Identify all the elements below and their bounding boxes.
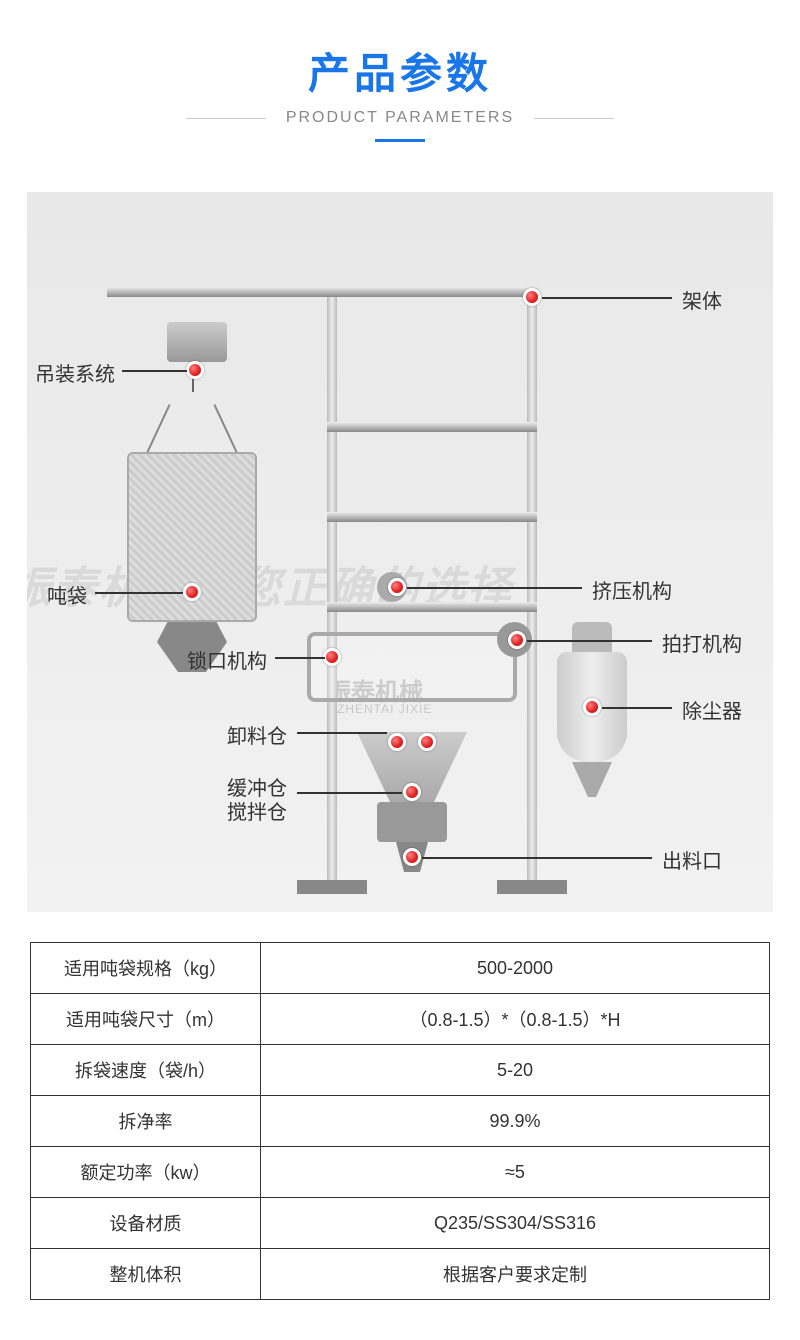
table-row: 拆净率 99.9% bbox=[31, 1096, 770, 1147]
table-row: 适用吨袋尺寸（m） （0.8-1.5）*（0.8-1.5）*H bbox=[31, 994, 770, 1045]
line-dust bbox=[602, 707, 672, 709]
frame-top-beam bbox=[107, 287, 537, 297]
spec-label: 设备材质 bbox=[31, 1198, 261, 1249]
spec-value: 根据客户要求定制 bbox=[261, 1249, 770, 1300]
marker-discharge bbox=[388, 733, 406, 751]
spec-label: 拆净率 bbox=[31, 1096, 261, 1147]
marker-bag bbox=[183, 583, 201, 601]
marker-frame bbox=[523, 288, 541, 306]
line-frame bbox=[542, 297, 672, 299]
label-outlet: 出料口 bbox=[662, 845, 722, 874]
line-lock bbox=[275, 657, 325, 659]
line-hoist bbox=[122, 370, 187, 372]
marker-dust bbox=[583, 698, 601, 716]
label-mix-bin: 搅拌仓 bbox=[227, 796, 287, 825]
hoist-unit bbox=[167, 322, 227, 362]
spec-value: 99.9% bbox=[261, 1096, 770, 1147]
marker-hoist bbox=[186, 361, 204, 379]
header: 产品参数 PRODUCT PARAMETERS bbox=[0, 0, 800, 162]
platform-frame bbox=[307, 632, 517, 702]
spec-table: 适用吨袋规格（kg） 500-2000 适用吨袋尺寸（m） （0.8-1.5）*… bbox=[30, 942, 770, 1300]
label-ton-bag: 吨袋 bbox=[47, 580, 87, 609]
label-frame-body: 架体 bbox=[682, 285, 722, 314]
line-buffer bbox=[297, 792, 402, 794]
marker-lock bbox=[323, 648, 341, 666]
spec-label: 拆袋速度（袋/h） bbox=[31, 1045, 261, 1096]
frame-cross-3 bbox=[327, 602, 537, 612]
marker-outlet bbox=[403, 848, 421, 866]
label-discharge-bin: 卸料仓 bbox=[227, 720, 287, 749]
spec-value: （0.8-1.5）*（0.8-1.5）*H bbox=[261, 994, 770, 1045]
label-beat-mech: 拍打机构 bbox=[662, 628, 742, 657]
spec-label: 整机体积 bbox=[31, 1249, 261, 1300]
buffer-bin bbox=[377, 802, 447, 842]
marker-beat bbox=[508, 631, 526, 649]
duster-cone bbox=[572, 762, 612, 797]
title-english: PRODUCT PARAMETERS bbox=[266, 109, 534, 127]
marker-squeeze bbox=[388, 578, 406, 596]
line-bag bbox=[95, 592, 183, 594]
spec-value: Q235/SS304/SS316 bbox=[261, 1198, 770, 1249]
label-dust-collector: 除尘器 bbox=[682, 695, 742, 724]
title-chinese: 产品参数 bbox=[0, 40, 800, 101]
marker-discharge2 bbox=[418, 733, 436, 751]
line-squeeze bbox=[407, 587, 582, 589]
frame-base-left bbox=[297, 880, 367, 894]
line-discharge bbox=[297, 732, 387, 734]
spec-label: 额定功率（kw） bbox=[31, 1147, 261, 1198]
spec-label: 适用吨袋规格（kg） bbox=[31, 943, 261, 994]
label-lock-mech: 锁口机构 bbox=[187, 645, 267, 674]
table-row: 整机体积 根据客户要求定制 bbox=[31, 1249, 770, 1300]
spec-value: 500-2000 bbox=[261, 943, 770, 994]
label-squeeze-mech: 挤压机构 bbox=[592, 575, 672, 604]
marker-buffer bbox=[403, 783, 421, 801]
spec-value: 5-20 bbox=[261, 1045, 770, 1096]
line-beat bbox=[527, 640, 652, 642]
frame-cross-1 bbox=[327, 422, 537, 432]
table-row: 设备材质 Q235/SS304/SS316 bbox=[31, 1198, 770, 1249]
label-hoist-system: 吊装系统 bbox=[35, 358, 115, 387]
spec-table-body: 适用吨袋规格（kg） 500-2000 适用吨袋尺寸（m） （0.8-1.5）*… bbox=[31, 943, 770, 1300]
frame-base-right bbox=[497, 880, 567, 894]
table-row: 适用吨袋规格（kg） 500-2000 bbox=[31, 943, 770, 994]
title-underline bbox=[375, 139, 425, 142]
product-diagram: 振泰机械一您正确的选择 振泰机械 ZHENTAI JIXIE 吊装系统 吨袋 锁… bbox=[27, 192, 773, 912]
frame-cross-2 bbox=[327, 512, 537, 522]
spec-value: ≈5 bbox=[261, 1147, 770, 1198]
table-row: 拆袋速度（袋/h） 5-20 bbox=[31, 1045, 770, 1096]
line-outlet bbox=[422, 857, 652, 859]
table-row: 额定功率（kw） ≈5 bbox=[31, 1147, 770, 1198]
bag-straps bbox=[137, 402, 247, 452]
watermark-brand-sub: ZHENTAI JIXIE bbox=[337, 702, 432, 716]
frame-right-post bbox=[527, 287, 537, 882]
spec-label: 适用吨袋尺寸（m） bbox=[31, 994, 261, 1045]
